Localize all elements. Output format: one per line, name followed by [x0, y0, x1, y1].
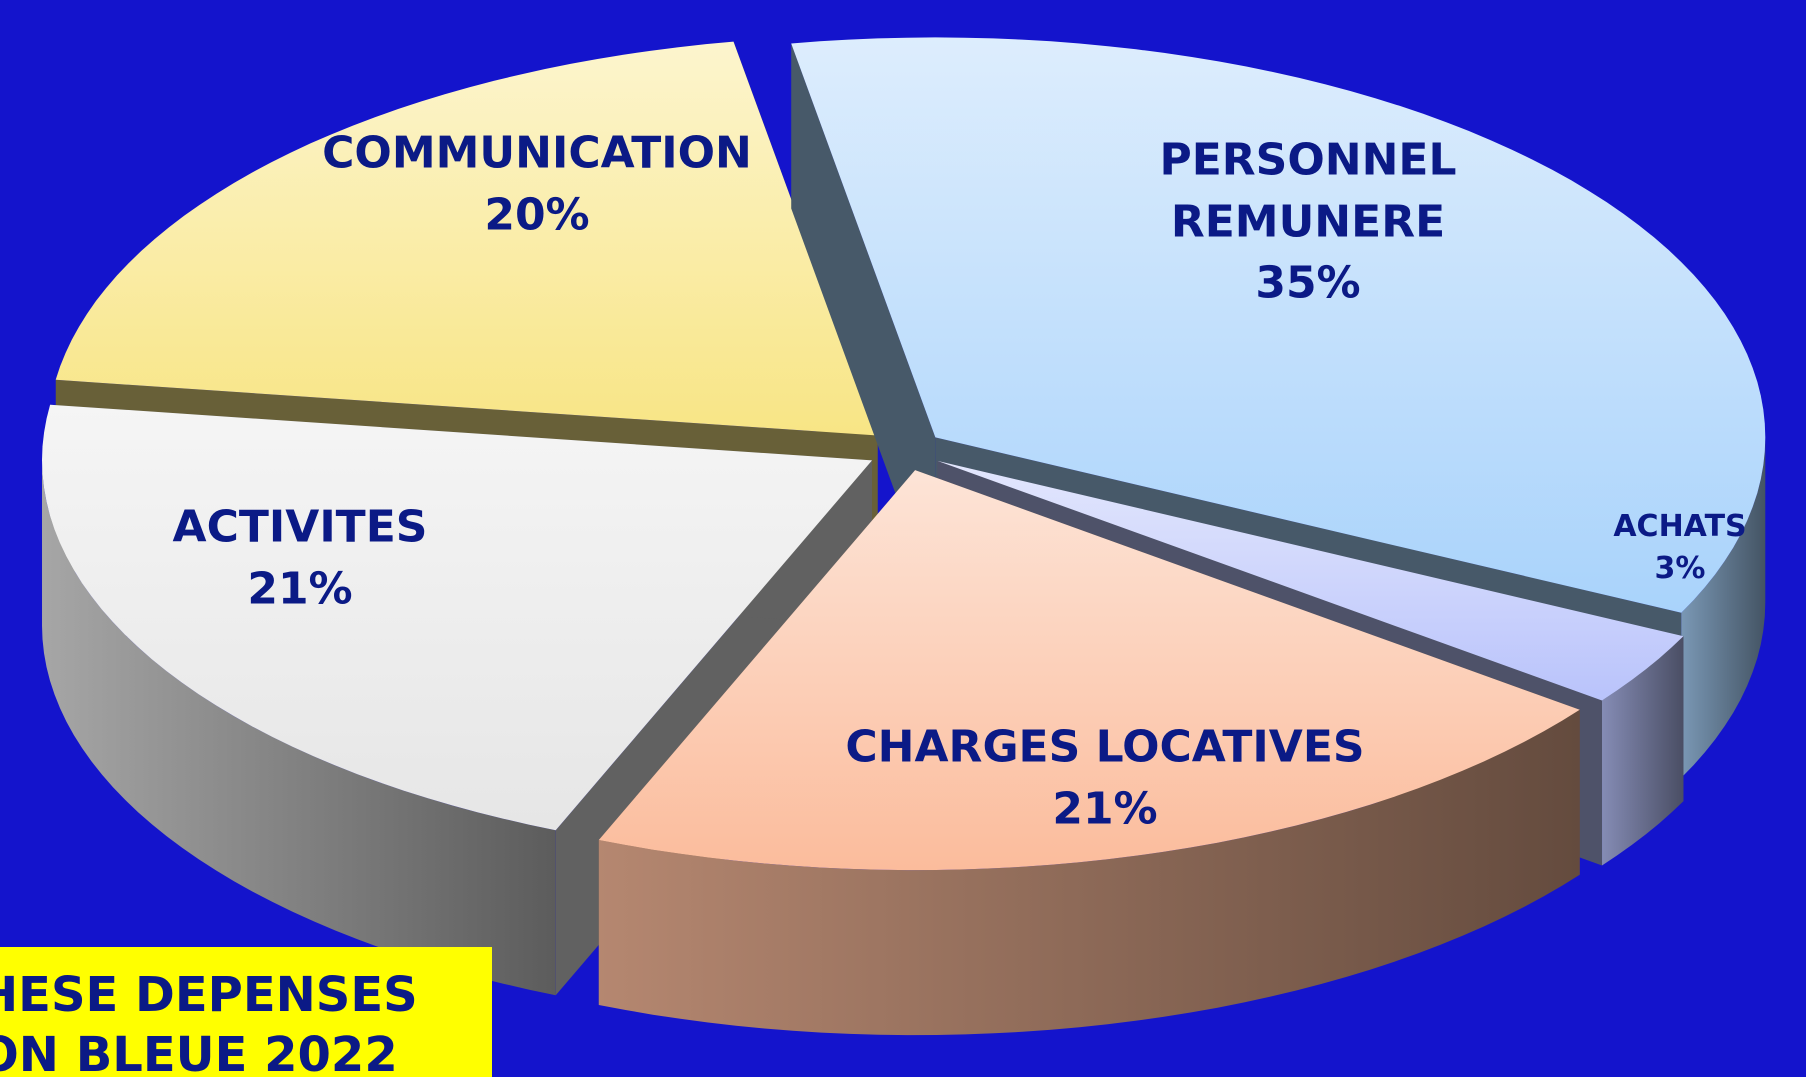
- slice-label: ACTIVITES 21%: [110, 496, 490, 619]
- value-label: 20%: [484, 189, 590, 240]
- slice-top: [42, 404, 873, 831]
- category-label: CHARGES LOCATIVES: [845, 721, 1365, 773]
- value-label: 21%: [247, 563, 353, 614]
- slice-side: [42, 460, 556, 996]
- slice-label: ACHATS 3%: [1600, 506, 1760, 590]
- category-label: ACHATS: [1613, 509, 1747, 544]
- slice-side: [1602, 636, 1684, 866]
- slice-label: CHARGES LOCATIVES 21%: [805, 716, 1405, 839]
- slice-top: [55, 41, 878, 436]
- slice-top: [791, 37, 1766, 613]
- value-label: 21%: [1052, 783, 1158, 834]
- category-label: ACTIVITES: [172, 501, 428, 553]
- slice-label: PERSONNEL REMUNERE 35%: [1118, 130, 1498, 315]
- slice-label: COMMUNICATION 20%: [307, 122, 767, 245]
- slice-top: [937, 460, 1684, 701]
- slice-wall: [791, 43, 936, 603]
- value-label: 35%: [1255, 257, 1361, 309]
- slice-side: [1681, 437, 1766, 778]
- title-box: HESE DEPENSES ON BLEUE 2022: [0, 947, 492, 1077]
- category-label: PERSONNEL REMUNERE: [1159, 134, 1457, 248]
- title-line: HESE DEPENSES: [0, 967, 418, 1023]
- slice: [598, 470, 1580, 1036]
- slice-side: [598, 709, 1580, 1036]
- slice-top: [598, 470, 1580, 871]
- value-label: 3%: [1654, 551, 1706, 586]
- category-label: COMMUNICATION: [322, 127, 752, 179]
- title-line: ON BLEUE 2022: [0, 1027, 398, 1077]
